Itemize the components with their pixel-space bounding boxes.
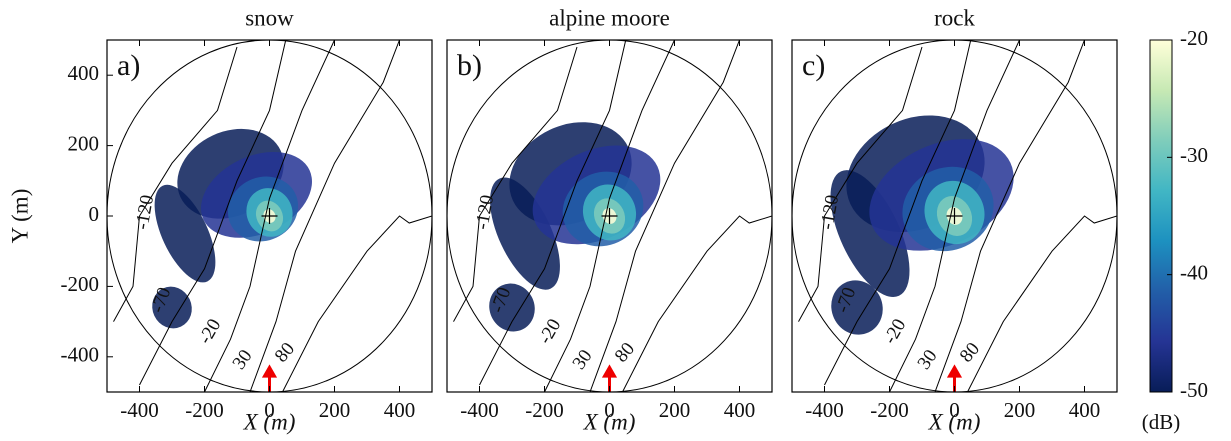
contour-line: [204, 40, 335, 392]
contour-label: 80: [611, 339, 639, 367]
contour-line: [622, 215, 772, 392]
contour-label: -20: [195, 315, 226, 347]
contour-line: [282, 215, 432, 392]
contour-label: 30: [229, 346, 257, 374]
contour-line: [798, 46, 923, 322]
contour-label: 80: [956, 339, 984, 367]
origin-marker: [601, 208, 618, 224]
panel-title: alpine moore: [549, 5, 670, 30]
x-tick-label: 0: [264, 398, 275, 422]
contour-label: -20: [535, 315, 566, 347]
contour-line: [934, 40, 1085, 392]
colorbar-label: (dB): [1142, 410, 1181, 434]
x-tick-label: 400: [724, 398, 756, 422]
field-blob: [490, 177, 560, 290]
origin-marker: [261, 208, 278, 224]
y-tick-label: 200: [68, 131, 100, 155]
contour-line: [889, 40, 1020, 392]
contour-line: [113, 46, 238, 322]
contour-label: -20: [880, 315, 911, 347]
x-tick-label: 0: [604, 398, 615, 422]
contour-line: [139, 40, 287, 386]
x-axis-label: X (m): [583, 409, 636, 434]
colorbar-tick-label: -50: [1180, 378, 1208, 402]
x-tick-label: -400: [460, 398, 499, 422]
x-tick-label: 200: [319, 398, 351, 422]
colorbar: [1149, 39, 1173, 393]
contour-label: 30: [569, 346, 597, 374]
x-tick-label: -400: [120, 398, 159, 422]
field-blob: [831, 280, 883, 335]
panel-label: b): [457, 49, 482, 82]
x-tick-label: 400: [384, 398, 416, 422]
contour-label: 30: [914, 346, 942, 374]
field-blob: [154, 184, 216, 283]
x-tick-label: 400: [1069, 398, 1101, 422]
panel-title: snow: [245, 5, 294, 30]
x-tick-label: -400: [805, 398, 844, 422]
field-blob: [830, 170, 910, 298]
x-axis-label: X (m): [243, 409, 296, 434]
x-tick-label: 200: [659, 398, 691, 422]
y-tick-label: 400: [68, 61, 100, 85]
y-tick-label: -400: [61, 343, 100, 367]
origin-marker: [946, 208, 963, 224]
x-tick-label: 200: [1004, 398, 1036, 422]
panel-label: a): [117, 49, 140, 82]
field-blob: [489, 283, 535, 332]
x-tick-label: -200: [525, 398, 564, 422]
colorbar-tick-label: -40: [1180, 260, 1208, 284]
y-axis-label: Y (m): [7, 189, 32, 244]
contour-line: [544, 40, 675, 392]
field-blob: [152, 286, 192, 329]
panel-title: rock: [934, 5, 975, 30]
contour-line: [479, 40, 627, 386]
contour-label: 80: [271, 339, 299, 367]
y-tick-label: -200: [61, 272, 100, 296]
contour-line: [249, 40, 400, 392]
contour-line: [824, 40, 972, 386]
x-tick-label: -200: [185, 398, 224, 422]
contour-line: [453, 46, 578, 322]
colorbar-tick-label: -20: [1180, 26, 1208, 50]
x-axis-label: X (m): [928, 409, 981, 434]
colorbar-tick-label: -30: [1180, 143, 1208, 167]
x-tick-label: -200: [870, 398, 909, 422]
contour-line: [589, 40, 740, 392]
y-tick-label: 0: [89, 202, 100, 226]
panel-label: c): [802, 49, 825, 82]
contour-line: [967, 215, 1117, 392]
x-tick-label: 0: [949, 398, 960, 422]
contour-label: -120: [132, 193, 159, 231]
